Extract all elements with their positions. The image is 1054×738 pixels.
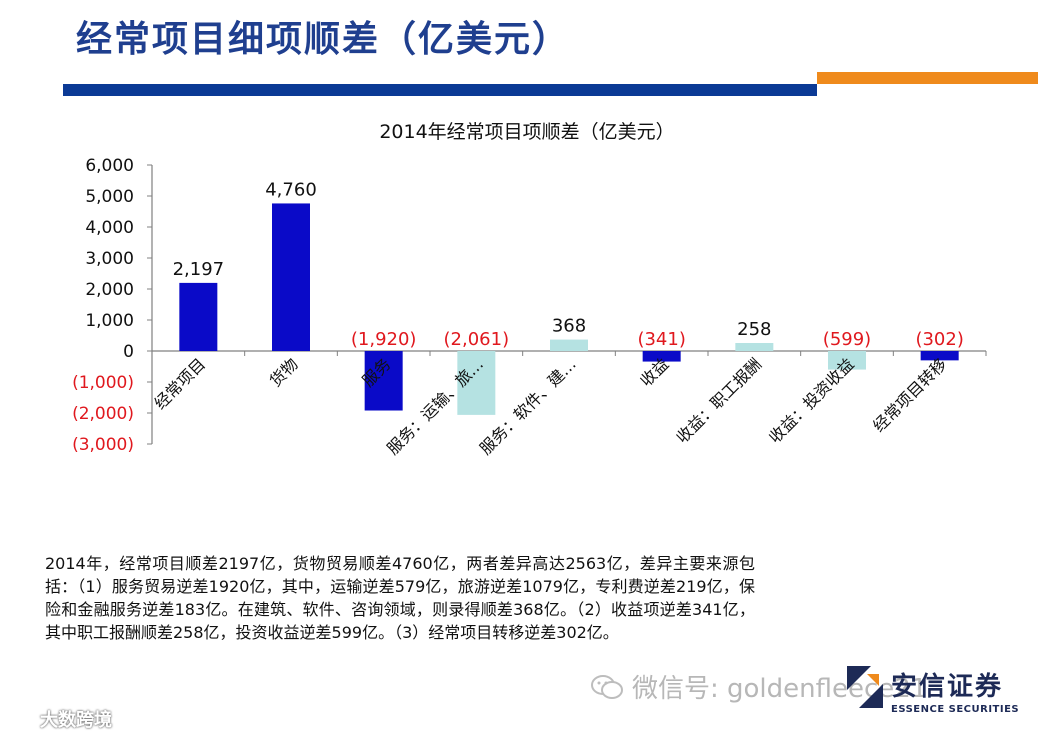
data-label: 4,760 — [265, 179, 317, 200]
y-tick-label: 4,000 — [85, 218, 134, 238]
data-label: (302) — [915, 329, 963, 350]
bar — [642, 351, 681, 362]
source-logo-icon — [11, 712, 35, 726]
data-label: (341) — [637, 329, 685, 350]
bar — [457, 351, 496, 415]
bar — [920, 351, 959, 361]
category-label: 收益：职工报酬 — [673, 354, 766, 447]
y-tick-label: 0 — [123, 342, 134, 362]
chart-axes: 6,000 5,000 4,000 3,000 2,000 1,000 0 (1,000) (2… — [72, 156, 987, 455]
bar-chart: 2014年经常项目项顺差（亿美元） 6,000 5,000 4,000 3,000 2,… — [72, 121, 987, 458]
essence-logo: 安信证券 ESSENCE SECURITIES — [845, 664, 1025, 720]
y-tick-label: (2,000) — [72, 404, 134, 424]
summary-paragraph: 2014年，经常项目顺差2197亿，货物贸易顺差4760亿，两者差异高达2563… — [45, 554, 755, 642]
category-label: 经常项目 — [150, 354, 209, 413]
data-label: (2,061) — [444, 329, 510, 350]
logo-chinese-name: 安信证券 — [891, 672, 1004, 702]
category-label: 货物 — [266, 354, 302, 390]
category-label: 收益：投资收益 — [765, 354, 858, 447]
bar — [828, 351, 866, 370]
chart-title: 2014年经常项目项顺差（亿美元） — [379, 121, 674, 143]
data-label: 368 — [552, 316, 586, 337]
wechat-icon — [591, 674, 623, 699]
y-tick-label: 5,000 — [85, 187, 134, 207]
title-divider-orange — [817, 72, 1038, 84]
bar — [272, 203, 310, 351]
data-label: 258 — [737, 319, 771, 340]
y-tick-label: (1,000) — [72, 373, 134, 393]
data-label: (1,920) — [351, 329, 417, 350]
bar — [179, 282, 218, 351]
bar — [364, 351, 403, 411]
logo-mark-icon — [847, 666, 883, 708]
title-divider-blue — [63, 84, 817, 96]
y-tick-label: 2,000 — [85, 280, 134, 300]
chart-bars — [179, 203, 959, 415]
bar — [550, 339, 588, 351]
data-label: (599) — [823, 329, 871, 350]
y-tick-label: 1,000 — [85, 311, 134, 331]
source-name: 大数跨境 — [40, 710, 112, 731]
y-tick-label: 6,000 — [85, 156, 134, 176]
logo-english-name: ESSENCE SECURITIES — [891, 704, 1020, 715]
category-label: 经常项目转移 — [869, 354, 950, 435]
page-title: 经常项目细项顺差（亿美元） — [76, 19, 571, 60]
data-label: 2,197 — [173, 259, 225, 280]
bar — [735, 343, 774, 351]
source-watermark: 大数跨境 — [10, 706, 112, 732]
chart-data-labels: 2,197 4,760 (1,920) (2,061) 368 (341) 258 (599)… — [173, 179, 964, 350]
y-tick-label: (3,000) — [72, 435, 134, 455]
y-tick-label: 3,000 — [85, 249, 134, 269]
